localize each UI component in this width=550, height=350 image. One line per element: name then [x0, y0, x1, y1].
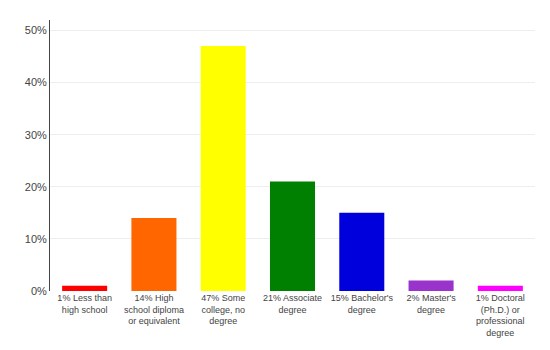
svg-text:40%: 40%	[25, 76, 47, 88]
svg-text:2% Master'sdegree: 2% Master'sdegree	[406, 293, 456, 315]
svg-text:1% Less thanhigh school: 1% Less thanhigh school	[57, 293, 112, 315]
svg-text:50%: 50%	[25, 24, 47, 36]
svg-text:1% Doctoral(Ph.D.) orprofessio: 1% Doctoral(Ph.D.) orprofessionaldegree	[476, 293, 525, 338]
svg-text:14% Highschool diplomaor equiv: 14% Highschool diplomaor equivalent	[124, 293, 184, 326]
svg-text:15% Bachelor'sdegree: 15% Bachelor'sdegree	[331, 293, 394, 315]
svg-text:21% Associatedegree: 21% Associatedegree	[263, 293, 322, 315]
svg-text:47% Somecollege, nodegree: 47% Somecollege, nodegree	[201, 293, 245, 326]
svg-text:10%: 10%	[25, 233, 47, 245]
svg-text:20%: 20%	[25, 181, 47, 193]
svg-text:0%: 0%	[31, 285, 47, 297]
svg-text:30%: 30%	[25, 129, 47, 141]
